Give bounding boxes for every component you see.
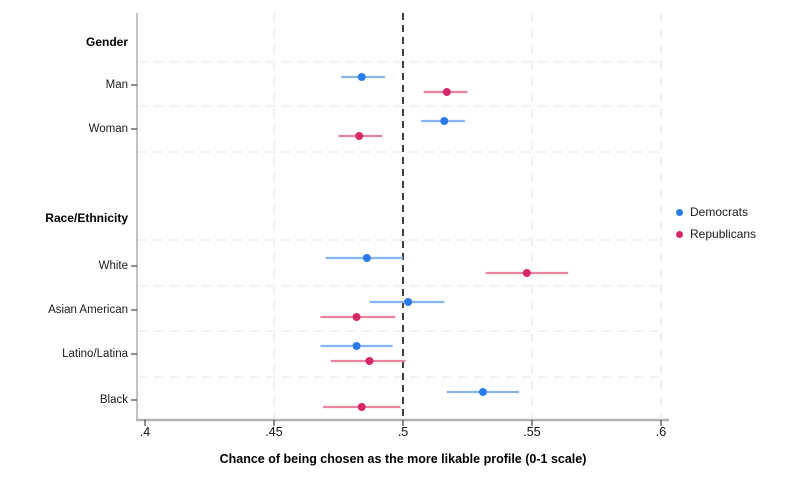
y-axis-label-black: Black [99,394,128,406]
x-tick-label-45: .45 [265,425,283,439]
estimate-dot-republicans-man [442,88,451,96]
y-axis-label-white: White [98,260,128,272]
x-tick-label-4: .4 [139,425,151,439]
y-axis-label-asian-american: Asian American [48,304,128,316]
legend-label-republicans: Republicans [690,227,757,241]
estimate-dot-republicans-asian-american [352,313,361,321]
y-axis-label-race-ethnicity: Race/Ethnicity [45,211,128,225]
y-axis-label-woman: Woman [88,123,128,135]
estimate-dot-democrats-black [478,388,487,396]
y-axis-label-man: Man [105,79,128,91]
republicans-marker-icon [676,230,683,238]
estimate-dot-republicans-black [357,403,366,411]
x-tick-label-55: .55 [523,425,541,439]
estimate-dot-democrats-man [357,73,366,81]
estimate-dot-republicans-white [522,269,531,277]
y-axis-label-gender: Gender [85,35,128,49]
estimate-dot-democrats-white [362,254,371,262]
y-axis-label-latino-latina: Latino/Latina [62,348,128,360]
x-tick-label-5: .5 [397,425,409,439]
x-axis-title: Chance of being chosen as the more likab… [219,452,587,466]
legend: Democrats Republicans [676,201,756,245]
estimate-dot-democrats-latino-latina [352,342,361,350]
estimate-dot-democrats-asian-american [404,298,413,306]
estimate-dot-republicans-latino-latina [365,357,374,365]
legend-item-republicans: Republicans [676,223,756,245]
x-tick-label-6: .6 [655,425,667,439]
democrats-marker-icon [676,208,683,216]
legend-item-democrats: Democrats [676,201,756,223]
estimate-dot-republicans-woman [355,132,364,140]
estimate-dot-democrats-woman [440,117,449,125]
legend-label-democrats: Democrats [690,205,749,219]
